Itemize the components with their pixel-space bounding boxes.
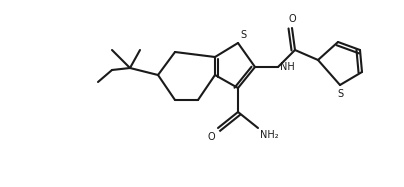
Text: NH₂: NH₂ [260, 130, 279, 140]
Text: NH: NH [280, 62, 295, 72]
Text: O: O [288, 14, 296, 24]
Text: S: S [240, 30, 246, 40]
Text: O: O [207, 132, 215, 142]
Text: S: S [337, 89, 343, 99]
